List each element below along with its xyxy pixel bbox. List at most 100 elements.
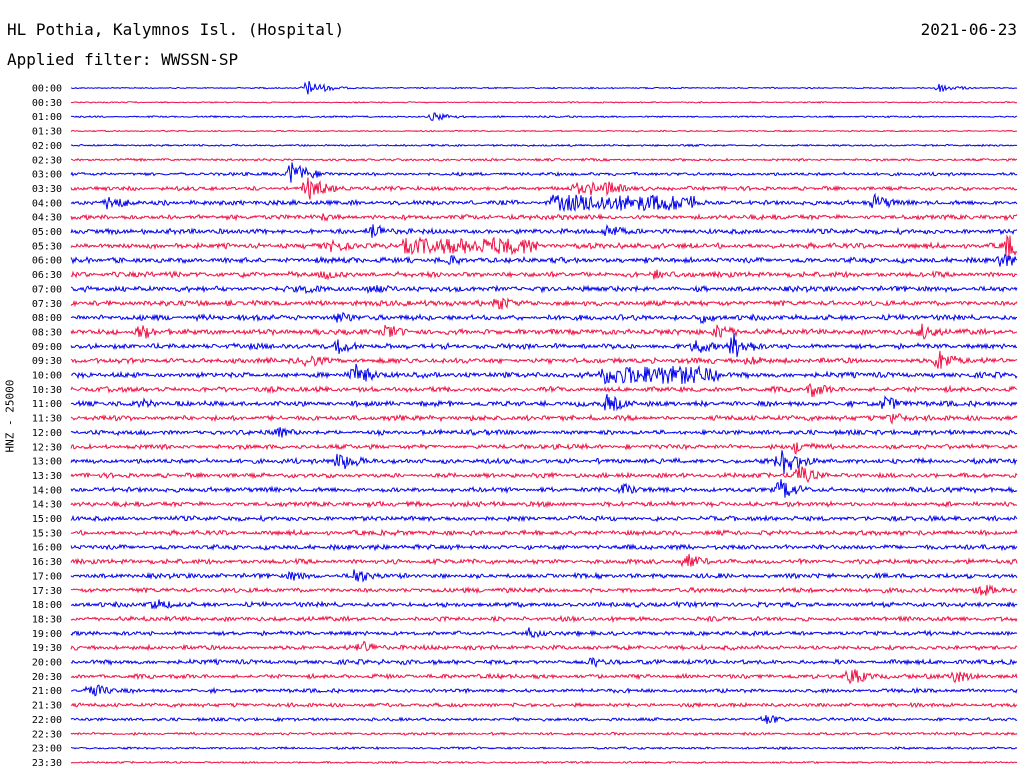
time-label: 04:30 <box>32 213 62 224</box>
time-label: 19:00 <box>32 629 62 640</box>
trace-line <box>70 157 1018 163</box>
time-label: 23:30 <box>32 758 62 769</box>
trace-line <box>70 528 1018 537</box>
trace-line <box>70 253 1017 267</box>
trace-line <box>70 382 1018 397</box>
trace-line <box>70 499 1018 509</box>
trace-line <box>70 393 1018 412</box>
time-label: 00:30 <box>32 98 62 109</box>
trace-line <box>70 177 1018 200</box>
filter-label: Applied filter: WWSSN-SP <box>7 50 239 69</box>
time-label: 17:30 <box>32 586 62 597</box>
time-label: 03:00 <box>32 170 62 181</box>
channel-axis-label: HNZ - 25000 <box>3 379 17 453</box>
trace-line <box>70 143 1018 148</box>
trace-line <box>70 413 1018 425</box>
trace-line <box>70 333 1018 358</box>
time-label: 02:30 <box>32 155 62 166</box>
trace-line <box>70 223 1018 238</box>
time-label: 01:00 <box>32 112 62 123</box>
trace-line <box>70 614 1018 624</box>
time-label: 02:00 <box>32 141 62 152</box>
trace-line <box>70 311 1018 325</box>
trace-line <box>70 584 1018 596</box>
time-label: 15:30 <box>32 528 62 539</box>
trace-line <box>70 100 1018 104</box>
trace-line <box>70 442 1018 455</box>
trace-line <box>70 714 1018 724</box>
time-label: 03:30 <box>32 184 62 195</box>
time-label: 09:00 <box>32 342 62 353</box>
seismic-traces <box>70 81 1018 765</box>
trace-line <box>70 731 1018 737</box>
time-label: 10:00 <box>32 371 62 382</box>
time-label: 14:30 <box>32 500 62 511</box>
trace-line <box>70 284 1018 295</box>
trace-line <box>70 112 1018 122</box>
trace-line <box>70 363 1018 385</box>
trace-line <box>70 466 1018 484</box>
record-date: 2021-06-23 <box>920 20 1017 39</box>
time-label: 00:00 <box>32 84 62 95</box>
time-label: 04:00 <box>32 198 62 209</box>
time-labels: 00:00 00:30 01:00 01:30 02:00 02:30 03:00 03:30… <box>32 84 62 769</box>
time-label: 19:30 <box>32 643 62 654</box>
trace-line <box>70 627 1018 639</box>
trace-line <box>71 684 1018 697</box>
time-label: 12:30 <box>32 442 62 453</box>
time-label: 16:00 <box>32 543 62 554</box>
time-label: 08:30 <box>32 327 62 338</box>
time-label: 05:00 <box>32 227 62 238</box>
trace-line <box>70 192 1018 213</box>
time-label: 20:00 <box>32 658 62 669</box>
trace-line <box>70 213 1018 222</box>
time-label: 21:30 <box>32 701 62 712</box>
trace-line <box>70 427 1018 438</box>
trace-line <box>70 669 1018 685</box>
time-label: 18:30 <box>32 614 62 625</box>
trace-line <box>70 479 1018 498</box>
time-label: 07:00 <box>32 284 62 295</box>
time-label: 09:30 <box>32 356 62 367</box>
trace-line <box>70 450 1018 475</box>
time-label: 18:00 <box>32 600 62 611</box>
time-label: 11:30 <box>32 414 62 425</box>
time-label: 06:00 <box>32 256 62 267</box>
station-title: HL Pothia, Kalymnos Isl. (Hospital) <box>7 20 345 39</box>
time-label: 16:30 <box>32 557 62 568</box>
trace-line <box>70 81 1018 95</box>
trace-line <box>70 553 1018 568</box>
trace-line <box>70 129 1018 133</box>
trace-line <box>70 323 1018 340</box>
time-label: 01:30 <box>32 127 62 138</box>
time-label: 13:30 <box>32 471 62 482</box>
time-label: 12:00 <box>32 428 62 439</box>
time-label: 17:00 <box>32 571 62 582</box>
trace-line <box>70 543 1018 552</box>
time-label: 08:00 <box>32 313 62 324</box>
trace-line <box>70 350 1018 369</box>
trace-line <box>70 569 1018 583</box>
time-label: 06:30 <box>32 270 62 281</box>
trace-line <box>70 599 1018 610</box>
trace-line <box>70 701 1018 709</box>
time-label: 13:00 <box>32 457 62 468</box>
trace-line <box>70 656 1018 669</box>
trace-line <box>70 640 1018 652</box>
trace-line <box>70 269 1018 281</box>
time-label: 05:30 <box>32 241 62 252</box>
time-label: 11:00 <box>32 399 62 410</box>
time-label: 14:00 <box>32 485 62 496</box>
trace-line <box>70 162 1018 183</box>
trace-line <box>70 514 1018 523</box>
time-label: 22:00 <box>32 715 62 726</box>
time-label: 23:00 <box>32 744 62 755</box>
time-label: 10:30 <box>32 385 62 396</box>
time-label: 20:30 <box>32 672 62 683</box>
trace-line <box>70 234 1018 257</box>
trace-line <box>71 745 1018 751</box>
time-label: 15:00 <box>32 514 62 525</box>
time-label: 22:30 <box>32 729 62 740</box>
time-label: 07:30 <box>32 299 62 310</box>
